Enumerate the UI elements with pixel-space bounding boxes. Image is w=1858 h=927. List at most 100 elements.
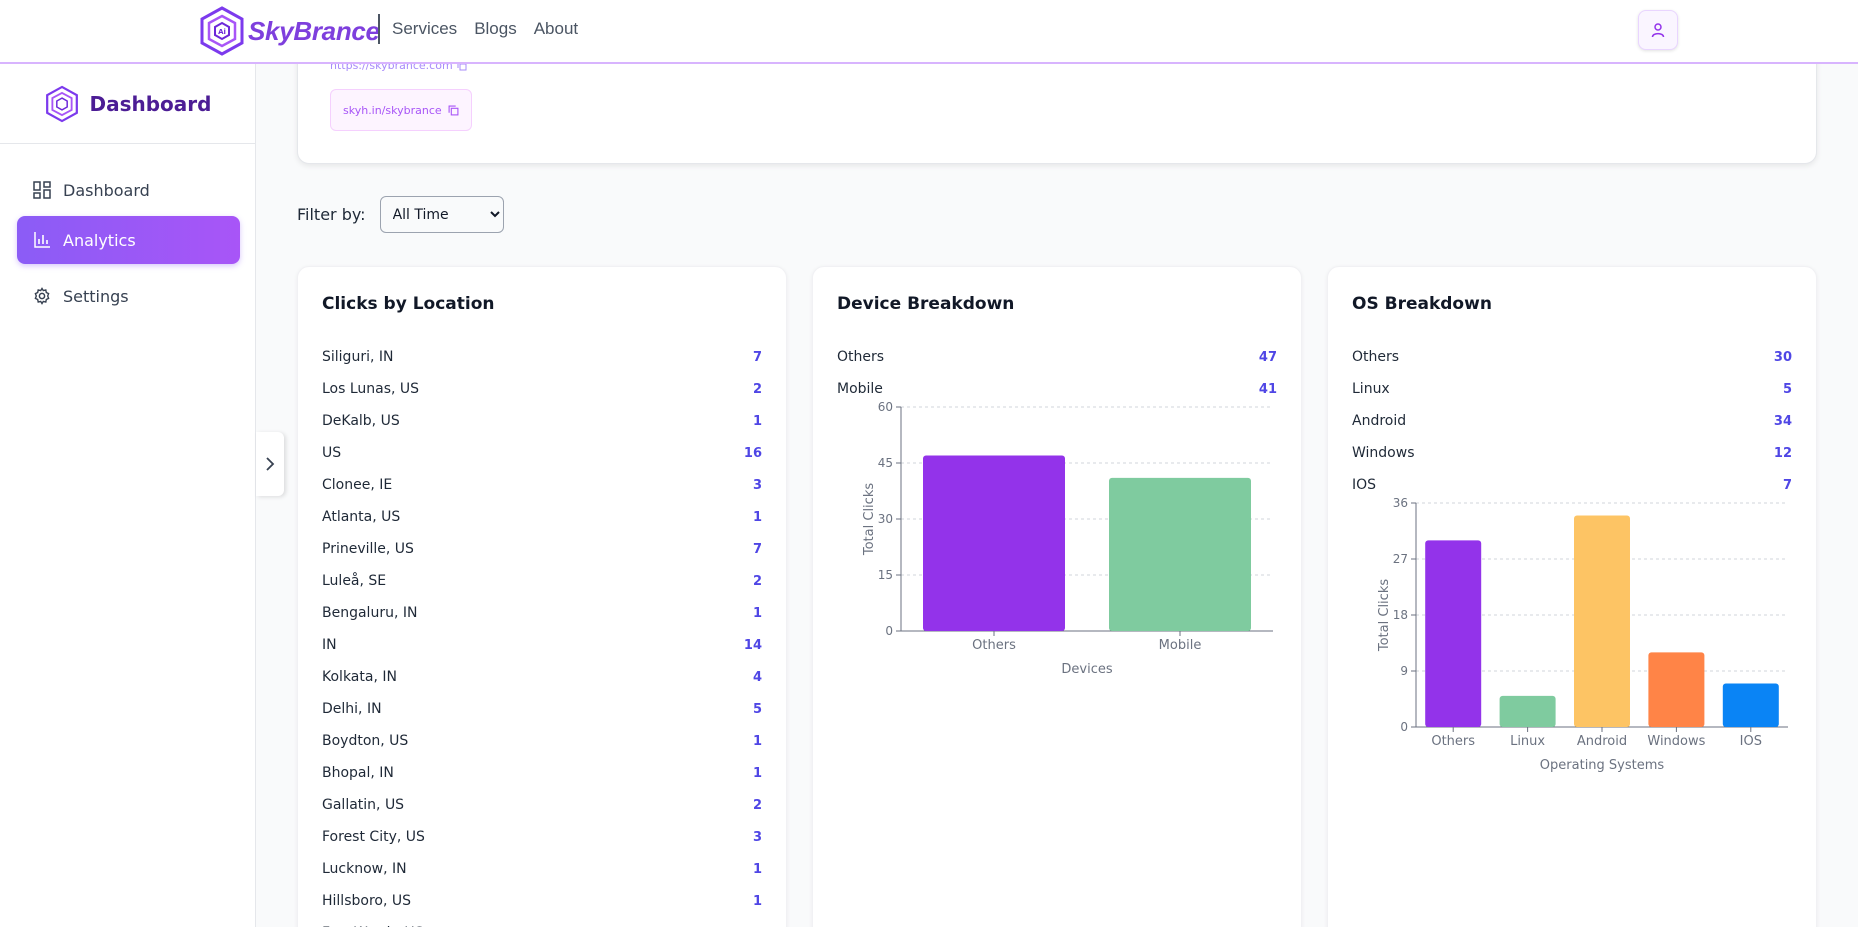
os-count: 34 [1773, 413, 1792, 429]
svg-text:Ai: Ai [218, 28, 226, 36]
copy-icon [448, 105, 459, 115]
nav-link-services[interactable]: Services [392, 19, 458, 38]
sidebar-toggle-button[interactable] [256, 432, 284, 496]
link-details-card: https://skybrance.com skyh.in/skybrance [297, 48, 1817, 164]
location-list: Siliguri, IN 7 Los Lunas, US 2 DeKalb, US 1 US… [322, 341, 762, 927]
user-icon [1651, 23, 1665, 38]
x-tick-label: IOS [1740, 734, 1762, 749]
location-name: US [322, 445, 342, 461]
location-name: Bengaluru, IN [322, 605, 418, 621]
y-tick-label: 0 [885, 624, 893, 638]
sidebar-item-analytics[interactable]: Analytics [17, 216, 240, 264]
location-name: Fort Worth, US [322, 925, 424, 927]
location-row: Bhopal, IN 1 [322, 757, 762, 789]
location-name: Gallatin, US [322, 797, 405, 813]
y-tick-label: 27 [1393, 552, 1408, 566]
sidebar-header: Dashboard [0, 64, 255, 144]
location-name: Siliguri, IN [322, 349, 394, 365]
brand[interactable]: Ai SkyBrance [198, 4, 380, 58]
location-count: 7 [752, 349, 762, 365]
user-menu-button[interactable] [1638, 10, 1678, 50]
location-name: IN [322, 637, 337, 653]
x-axis-label: Operating Systems [1540, 758, 1665, 773]
sidebar-item-label: Analytics [63, 230, 136, 250]
os-count: 5 [1782, 381, 1792, 397]
brand-name: SkyBrance [248, 15, 380, 46]
bar-linux [1499, 695, 1556, 727]
y-tick-label: 9 [1400, 664, 1408, 678]
location-name: Hillsboro, US [322, 893, 411, 909]
sidebar-item-dashboard[interactable]: Dashboard [17, 166, 240, 214]
os-row: Linux 5 [1352, 373, 1792, 405]
bar-others [923, 455, 1065, 631]
location-name: DeKalb, US [322, 413, 400, 429]
brand-logo-icon: Ai [200, 6, 244, 56]
location-name: Bhopal, IN [322, 765, 394, 781]
location-row: Kolkata, IN 4 [322, 661, 762, 693]
os-row: Android 34 [1352, 405, 1792, 437]
sidebar-item-label: Dashboard [63, 180, 150, 200]
location-count: 1 [752, 893, 762, 909]
location-count: 1 [752, 861, 762, 877]
x-tick-label: Android [1577, 734, 1627, 749]
nav-link-about[interactable]: About [533, 19, 579, 38]
y-tick-label: 36 [1393, 496, 1408, 510]
location-count: 3 [752, 477, 762, 493]
location-name: Los Lunas, US [322, 381, 420, 397]
bar-mobile [1109, 477, 1251, 631]
location-row: Siliguri, IN 7 [322, 341, 762, 373]
location-row: US 16 [322, 437, 762, 469]
location-count: 1 [752, 413, 762, 429]
nav-link-blogs[interactable]: Blogs [474, 19, 517, 38]
location-row: Lucknow, IN 1 [322, 853, 762, 885]
location-row: Gallatin, US 2 [322, 789, 762, 821]
y-tick-label: 60 [878, 400, 893, 414]
location-name: Boydton, US [322, 733, 409, 749]
location-count: 1 [752, 509, 762, 525]
device-list: Others 47 Mobile 41 [837, 341, 1277, 405]
grid-icon [33, 181, 51, 199]
x-tick-label: Mobile [1159, 638, 1202, 653]
x-tick-label: Linux [1510, 734, 1545, 749]
location-name: Clonee, IE [322, 477, 393, 493]
device-count: 47 [1258, 349, 1277, 365]
location-count: 4 [752, 669, 762, 685]
y-tick-label: 30 [878, 512, 893, 526]
location-count: 1 [752, 605, 762, 621]
location-count: 2 [752, 797, 762, 813]
location-row: Forest City, US 3 [322, 821, 762, 853]
location-name: Luleå, SE [322, 573, 387, 589]
location-count: 3 [752, 829, 762, 845]
os-row: IOS 7 [1352, 469, 1792, 501]
time-filter-select[interactable]: All Time [379, 196, 504, 233]
bar-ios [1722, 683, 1779, 727]
location-name: Kolkata, IN [322, 669, 397, 685]
location-count: 5 [752, 701, 762, 717]
location-row: Atlanta, US 1 [322, 501, 762, 533]
short-url-text: skyh.in/skybrance [343, 103, 442, 117]
location-row: Delhi, IN 5 [322, 693, 762, 725]
sidebar-item-settings[interactable]: Settings [17, 272, 240, 320]
y-tick-label: 18 [1393, 608, 1408, 622]
short-url-chip[interactable]: skyh.in/skybrance [330, 89, 472, 131]
y-tick-label: 15 [878, 568, 893, 582]
os-card: OS Breakdown Others 30 Linux 5 Android 34 Wind… [1327, 266, 1817, 927]
location-name: Prineville, US [322, 541, 414, 557]
os-name: IOS [1352, 477, 1377, 493]
device-row: Others 47 [837, 341, 1277, 373]
x-tick-label: Others [972, 638, 1016, 653]
location-count: 16 [743, 445, 762, 461]
location-card: Clicks by Location Siliguri, IN 7 Los Luna… [297, 266, 787, 927]
os-bar-chart: 0 9 18 27 36 Others Linux Android Windows IOS Oper… [1377, 496, 1788, 773]
os-name: Android [1352, 413, 1407, 429]
location-row: Bengaluru, IN 1 [322, 597, 762, 629]
location-name: Atlanta, US [322, 509, 401, 525]
device-row: Mobile 41 [837, 373, 1277, 405]
location-count: 2 [752, 381, 762, 397]
location-row: IN 14 [322, 629, 762, 661]
location-count: 2 [753, 926, 762, 927]
location-row: DeKalb, US 1 [322, 405, 762, 437]
device-card: Device Breakdown Others 47 Mobile 41 0 15 30 4… [812, 266, 1302, 927]
sidebar: Dashboard Dashboard Analytics Settings [0, 64, 256, 927]
location-name: Delhi, IN [322, 701, 382, 717]
